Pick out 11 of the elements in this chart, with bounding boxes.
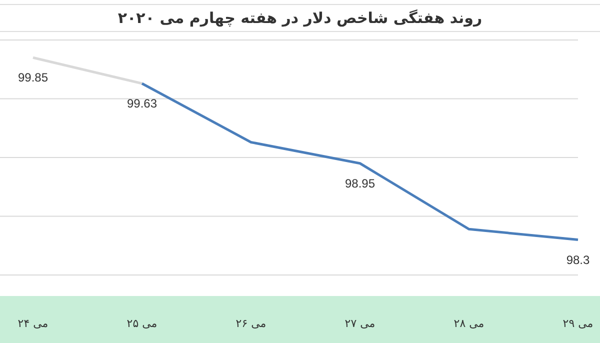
data-label: 98.3 [566,252,590,267]
x-tick-label: ۲۹ می [562,316,594,330]
x-tick-label: ۲۸ می [454,316,484,330]
chart-title: روند هفتگی شاخص دلار در هفته چهارم می ۲۰۲۰ [0,4,600,32]
x-tick-label: ۲۶ می [236,316,266,330]
x-tick-label: ۲۷ می [344,316,376,330]
data-label: 99.63 [126,96,158,110]
x-tick-label: ۲۴ می [18,316,48,330]
data-label: 98.95 [344,176,376,190]
data-label: 99.85 [18,70,48,85]
x-tick-label: ۲۵ می [126,316,158,330]
